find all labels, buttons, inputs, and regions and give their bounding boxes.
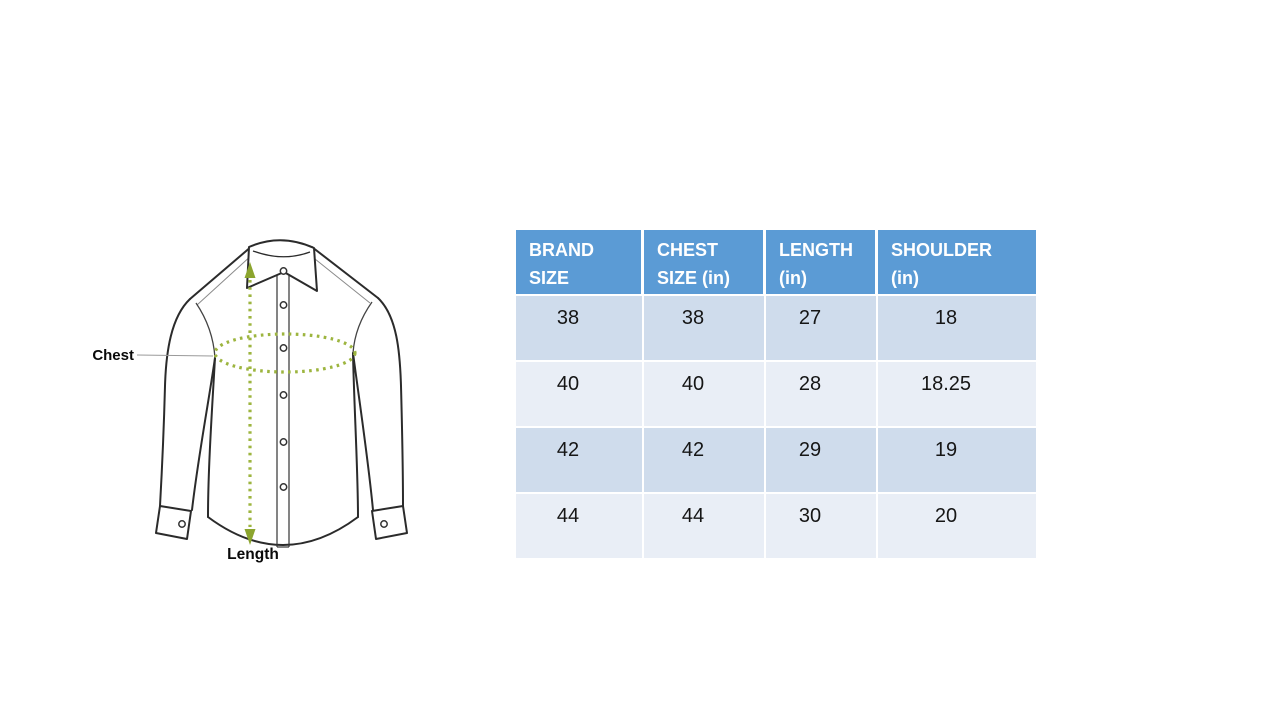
shirt-outline: [159, 245, 404, 546]
header-cell-chest-size: CHEST SIZE (in): [644, 230, 766, 296]
table-row: 42 42 29 19: [516, 428, 1036, 494]
table-cell: 29: [766, 428, 878, 494]
chest-leader-line: [136, 354, 214, 357]
chest-measure-ellipse: [213, 332, 357, 374]
length-measure-arrow: [244, 262, 256, 545]
table-cell: 40: [516, 362, 644, 428]
table-row: 44 44 30 20: [516, 494, 1036, 560]
shirt-cuffs: [155, 505, 408, 540]
chest-label: Chest: [92, 347, 134, 364]
table-cell: 19: [878, 428, 1036, 494]
table-cell: 40: [644, 362, 766, 428]
table-cell: 20: [878, 494, 1036, 560]
table-row: 40 40 28 18.25: [516, 362, 1036, 428]
table-cell: 42: [516, 428, 644, 494]
table-cell: 38: [644, 296, 766, 362]
header-cell-brand-size: BRAND SIZE: [516, 230, 644, 296]
table-cell: 42: [644, 428, 766, 494]
table-cell: 30: [766, 494, 878, 560]
table-cell: 28: [766, 362, 878, 428]
collar: [246, 239, 318, 292]
shirt-diagram: Chest Length: [92, 239, 408, 563]
armhole-seams: [195, 301, 373, 359]
table-cell: 44: [644, 494, 766, 560]
header-cell-shoulder: SHOULDER (in): [878, 230, 1036, 296]
size-chart-table: BRAND SIZE CHEST SIZE (in) LENGTH (in) S…: [516, 230, 1036, 560]
length-label: Length: [227, 546, 279, 563]
table-row: 38 38 27 18: [516, 296, 1036, 362]
table-cell: 18: [878, 296, 1036, 362]
buttons: [279, 301, 288, 491]
table-cell: 44: [516, 494, 644, 560]
seam-lines: [196, 253, 371, 306]
table-cell: 38: [516, 296, 644, 362]
table-cell: 27: [766, 296, 878, 362]
table-cell: 18.25: [878, 362, 1036, 428]
table-header-row: BRAND SIZE CHEST SIZE (in) LENGTH (in) S…: [516, 230, 1036, 296]
placket: [276, 273, 290, 548]
header-cell-length: LENGTH (in): [766, 230, 878, 296]
